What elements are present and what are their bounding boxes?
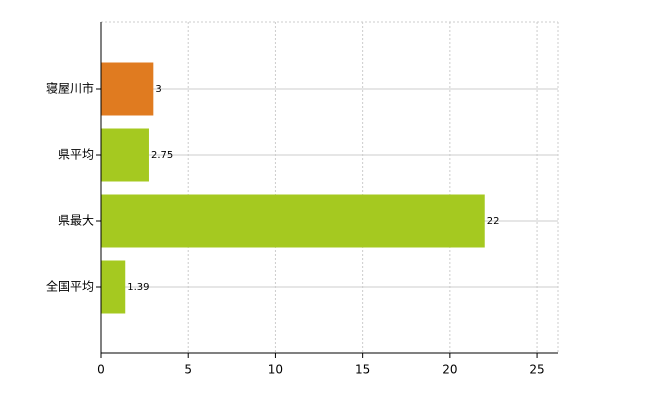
x-tick-label: 25 xyxy=(529,363,544,377)
data-label: 3 xyxy=(155,84,161,95)
data-label: 2.75 xyxy=(151,150,173,161)
x-tick-label: 5 xyxy=(184,363,192,377)
data-label: 1.39 xyxy=(127,282,149,293)
bar xyxy=(101,128,149,182)
x-tick-label: 20 xyxy=(442,363,457,377)
y-tick-label: 寝屋川市 xyxy=(46,81,94,96)
data-label: 22 xyxy=(487,216,500,227)
y-tick-label: 県最大 xyxy=(58,214,94,228)
bar xyxy=(101,260,126,314)
y-tick-label: 全国平均 xyxy=(46,279,94,294)
x-tick-label: 10 xyxy=(268,363,283,377)
x-tick-label: 0 xyxy=(97,363,105,377)
bar xyxy=(101,62,154,116)
bar xyxy=(101,194,485,248)
x-tick-label: 15 xyxy=(355,363,370,377)
y-tick-label: 県平均 xyxy=(58,148,94,162)
